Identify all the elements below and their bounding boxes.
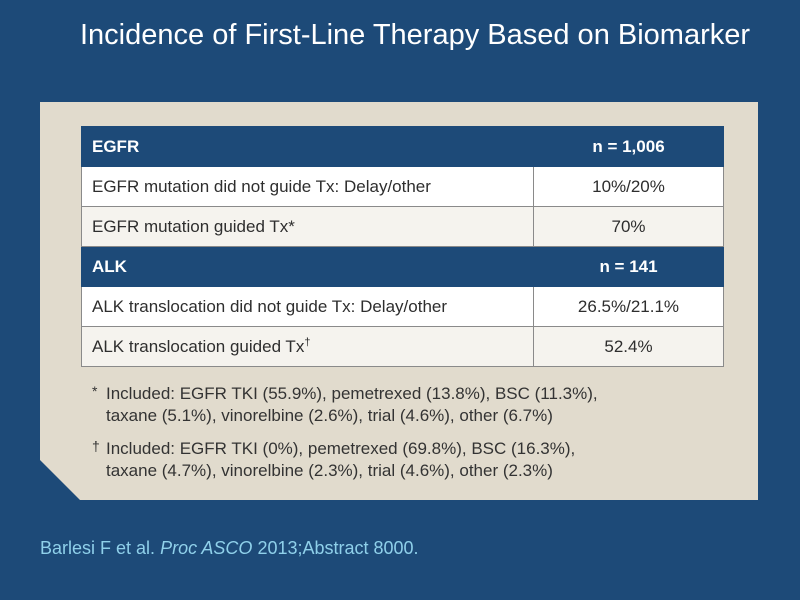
citation-authors: Barlesi F et al. <box>40 538 156 558</box>
row-label: ALK translocation did not guide Tx: Dela… <box>81 286 534 327</box>
alk-header-label: ALK <box>81 246 534 287</box>
alk-header-n: n = 141 <box>533 246 724 287</box>
row-value: 52.4% <box>533 326 724 367</box>
row-label-cell: EGFR mutation guided Tx* <box>81 206 534 247</box>
biomarker-table: EGFR n = 1,006 EGFR mutation did not gui… <box>81 126 724 367</box>
footnote-line: Included: EGFR TKI (0%), pemetrexed (69.… <box>106 439 576 458</box>
footnotes: * Included: EGFR TKI (55.9%), pemetrexed… <box>92 383 732 493</box>
footnote-item: † Included: EGFR TKI (0%), pemetrexed (6… <box>92 438 732 482</box>
table-row: ALK translocation guided Tx† 52.4% <box>81 326 724 367</box>
footnote-mark: * <box>92 383 98 399</box>
table-row: EGFR mutation guided Tx* 70% <box>81 206 724 247</box>
row-label: EGFR mutation guided Tx <box>92 216 289 236</box>
row-label: EGFR mutation did not guide Tx: Delay/ot… <box>81 166 534 207</box>
footnote-item: * Included: EGFR TKI (55.9%), pemetrexed… <box>92 383 732 427</box>
citation-rest: 2013;Abstract 8000. <box>257 538 419 558</box>
footnote-line: Included: EGFR TKI (55.9%), pemetrexed (… <box>106 384 598 403</box>
row-label: ALK translocation guided Tx <box>92 336 305 356</box>
citation-journal: Proc ASCO <box>160 538 253 558</box>
egfr-header-label: EGFR <box>81 126 534 167</box>
row-value: 10%/20% <box>533 166 724 207</box>
row-footnote-mark: * <box>288 216 295 236</box>
footnote-line: taxane (4.7%), vinorelbine (2.3%), trial… <box>106 461 553 480</box>
row-value: 70% <box>533 206 724 247</box>
row-value: 26.5%/21.1% <box>533 286 724 327</box>
table-row: EGFR mutation did not guide Tx: Delay/ot… <box>81 166 724 207</box>
egfr-header-row: EGFR n = 1,006 <box>81 126 724 167</box>
row-label-cell: ALK translocation guided Tx† <box>81 326 534 367</box>
alk-header-row: ALK n = 141 <box>81 246 724 287</box>
egfr-header-n: n = 1,006 <box>533 126 724 167</box>
slide-title: Incidence of First-Line Therapy Based on… <box>80 19 751 51</box>
citation: Barlesi F et al. Proc ASCO 2013;Abstract… <box>40 538 419 559</box>
table-row: ALK translocation did not guide Tx: Dela… <box>81 286 724 327</box>
footnote-mark: † <box>92 438 100 454</box>
footnote-line: taxane (5.1%), vinorelbine (2.6%), trial… <box>106 406 553 425</box>
row-footnote-mark: † <box>304 335 311 348</box>
